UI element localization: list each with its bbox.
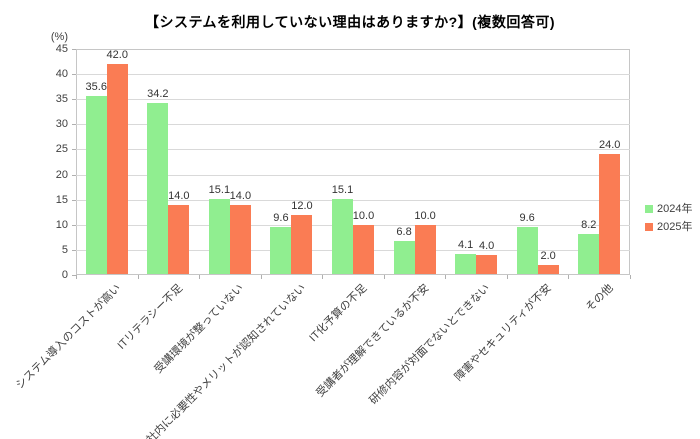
value-label: 4.0 [478,239,495,252]
value-label: 6.8 [396,225,412,238]
value-label: 10.0 [352,209,375,222]
gridline [76,124,630,126]
y-tick-label: 25 [55,143,68,156]
value-label: 9.6 [519,211,535,224]
category-label: IT化予算の不足 [307,282,370,345]
x-tick-mark [199,275,201,279]
bar-2025年 [291,214,313,274]
y-tick-mark [72,174,76,176]
bar-2024年 [85,96,107,274]
gridline [76,174,630,176]
y-tick-mark [72,275,76,276]
bar-2025年 [599,154,621,274]
gridline [76,74,630,76]
category-label: システム導入のコストが高い [14,282,124,392]
x-tick-mark [322,275,324,279]
value-label: 14.0 [229,189,252,202]
x-tick-mark [506,275,508,279]
legend-item: 2025年 [645,220,700,234]
value-label: 15.1 [208,184,231,197]
value-label: 34.2 [147,88,169,101]
y-tick-label: 30 [55,118,68,131]
y-tick-label: 40 [55,68,68,81]
bar-2024年 [516,226,538,274]
x-tick-mark [260,275,262,279]
bar-2024年 [147,103,169,274]
legend-swatch-icon [645,205,653,213]
y-tick-label: 35 [55,93,68,106]
y-tick-label: 10 [55,218,68,231]
chart-title: 【システムを利用していない理由はありますか?】(複数回答可) [144,14,556,30]
y-axis-unit-label: (%) [50,31,68,43]
bar-2024年 [208,199,230,274]
x-tick-mark [630,275,631,279]
value-label: 35.6 [85,81,107,94]
x-tick-mark [568,275,570,279]
bar-2025年 [414,224,436,274]
bar-2025年 [229,204,251,274]
category-label: その他 [584,282,616,314]
bar-2024年 [393,240,415,274]
value-label: 2.0 [540,249,556,262]
bar-2025年 [168,204,190,274]
y-tick-mark [72,199,76,201]
bar-2025年 [106,64,128,274]
y-tick-mark [72,224,76,226]
y-tick-label: 20 [55,168,68,181]
legend-swatch-icon [645,223,653,231]
bar-2025年 [353,224,374,274]
bar-2024年 [270,226,292,274]
gridline [76,199,630,201]
legend-label: 2025年 [657,221,693,233]
value-label: 15.1 [331,184,354,197]
bar-2024年 [578,233,600,274]
bar-2025年 [537,264,559,274]
x-tick-mark [137,275,139,279]
y-tick-mark [72,49,76,50]
x-tick-mark [383,275,385,279]
value-label: 10.0 [414,209,436,222]
y-tick-label: 0 [61,269,68,281]
value-label: 12.0 [291,199,313,212]
category-label: 受講者が理解できているか不安 [313,282,432,400]
y-tick-mark [72,249,76,251]
value-label: 42.0 [106,49,128,62]
y-tick-label: 15 [55,193,68,206]
legend-item: 2024年 [645,202,700,216]
y-tick-label: 5 [61,243,68,256]
y-tick-mark [72,99,76,101]
x-tick-mark [445,275,447,279]
value-label: 9.6 [273,211,289,224]
bar-2024年 [332,199,353,274]
gridline [76,99,630,101]
y-tick-mark [72,149,76,151]
y-tick-mark [72,74,76,76]
y-tick-mark [72,124,76,126]
bar-2024年 [455,254,477,274]
x-tick-mark [76,275,77,279]
legend-label: 2024年 [657,203,693,215]
value-label: 14.0 [168,189,190,202]
y-tick-label: 45 [55,43,68,55]
bar-2025年 [476,254,498,274]
gridline [76,149,630,151]
category-label: 研修内容が対面でないとできない [367,282,493,408]
value-label: 24.0 [599,139,621,152]
value-label: 8.2 [581,218,597,231]
value-label: 4.1 [457,239,474,252]
